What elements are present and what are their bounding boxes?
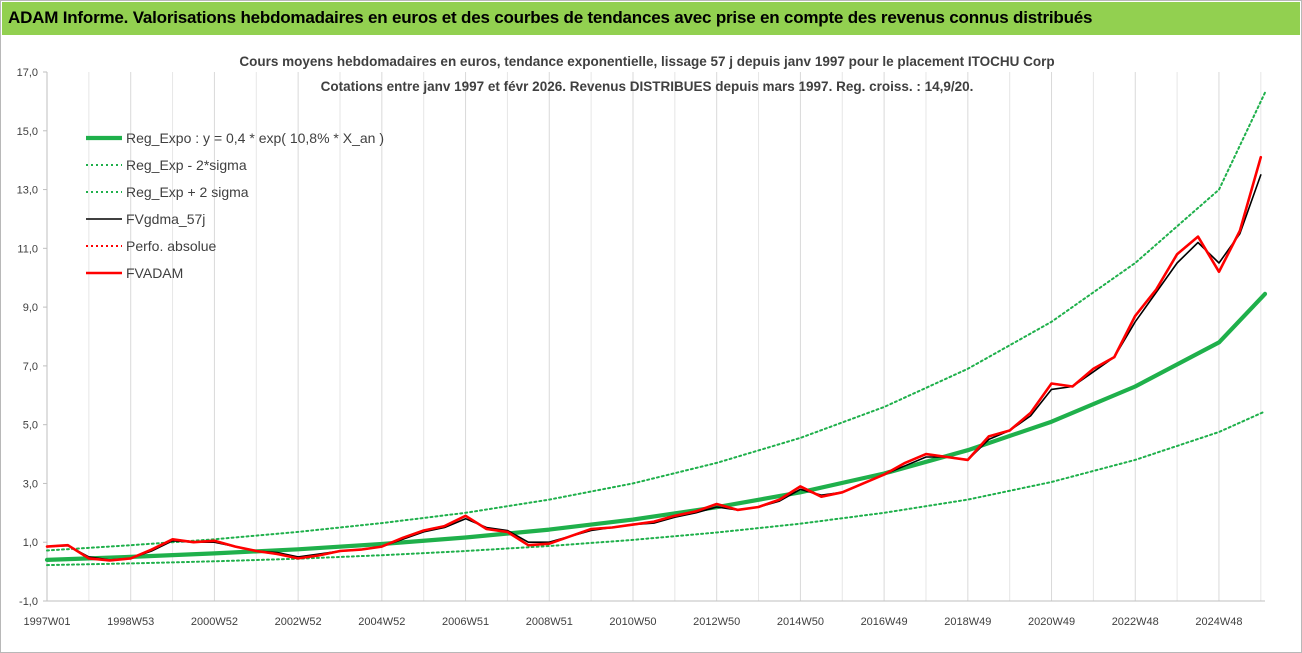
page-title: ADAM Informe. Valorisations hebdomadaire… bbox=[8, 8, 1093, 27]
legend-label: Reg_Exp - 2*sigma bbox=[126, 157, 247, 173]
x-tick-label: 2004W52 bbox=[358, 616, 405, 628]
x-tick-label: 2016W49 bbox=[861, 616, 908, 628]
legend-label: Reg_Expo : y = 0,4 * exp( 10,8% * X_an ) bbox=[126, 130, 384, 146]
y-tick-label: 13,0 bbox=[17, 185, 38, 197]
grid-lines bbox=[46, 72, 1265, 602]
x-tick-label: 1997W01 bbox=[23, 616, 70, 628]
x-tick-label: 2018W49 bbox=[944, 616, 991, 628]
x-axis: 1997W01 1998W53 2000W52 2002W52 2004W52 2006W… bbox=[23, 616, 1242, 628]
series-line-4 bbox=[46, 156, 1262, 562]
legend-label: FVgdma_57j bbox=[126, 211, 205, 227]
x-tick-label: 2020W49 bbox=[1028, 616, 1075, 628]
x-tick-label: 2002W52 bbox=[275, 616, 322, 628]
series-lines bbox=[44, 91, 1268, 567]
series-line-1 bbox=[46, 410, 1266, 567]
series-line-2 bbox=[46, 91, 1266, 552]
x-tick-label: 2022W48 bbox=[1112, 616, 1159, 628]
legend-label: Perfo. absolue bbox=[126, 238, 216, 254]
y-tick-label: 7,0 bbox=[23, 361, 38, 373]
chart-title: Cours moyens hebdomadaires en euros, ten… bbox=[239, 54, 1054, 94]
x-tick-label: 2014W50 bbox=[777, 616, 824, 628]
y-tick-label: 17,0 bbox=[17, 67, 38, 79]
y-tick-label: 3,0 bbox=[23, 478, 38, 490]
series-line-5 bbox=[45, 155, 1263, 562]
y-tick-label: 15,0 bbox=[17, 126, 38, 138]
y-tick-label: 9,0 bbox=[23, 302, 38, 314]
y-tick-label: 1,0 bbox=[23, 537, 38, 549]
y-tick-label: 5,0 bbox=[23, 420, 38, 432]
x-tick-label: 2008W51 bbox=[526, 616, 573, 628]
y-tick-label: -1,0 bbox=[19, 596, 38, 608]
x-tick-label: 2024W48 bbox=[1195, 616, 1242, 628]
chart-title-line-1: Cours moyens hebdomadaires en euros, ten… bbox=[239, 54, 1054, 69]
chart-title-line-2: Cotations entre janv 1997 et févr 2026. … bbox=[321, 79, 974, 94]
x-tick-label: 2006W51 bbox=[442, 616, 489, 628]
x-tick-label: 2000W52 bbox=[191, 616, 238, 628]
legend-label: Reg_Exp + 2 sigma bbox=[126, 184, 249, 200]
legend: Reg_Expo : y = 0,4 * exp( 10,8% * X_an )… bbox=[86, 130, 384, 281]
x-tick-label: 2010W50 bbox=[609, 616, 656, 628]
legend-label: FVADAM bbox=[126, 265, 183, 281]
x-tick-label: 1998W53 bbox=[107, 616, 154, 628]
series-line-3 bbox=[46, 174, 1262, 561]
header-banner: ADAM Informe. Valorisations hebdomadaire… bbox=[2, 2, 1300, 35]
y-axis: -1,0 1,0 3,0 5,0 7,0 9,0 11,0 13,0 15,0 17,0 bbox=[17, 67, 47, 608]
x-tick-label: 2012W50 bbox=[693, 616, 740, 628]
y-tick-label: 11,0 bbox=[17, 243, 38, 255]
